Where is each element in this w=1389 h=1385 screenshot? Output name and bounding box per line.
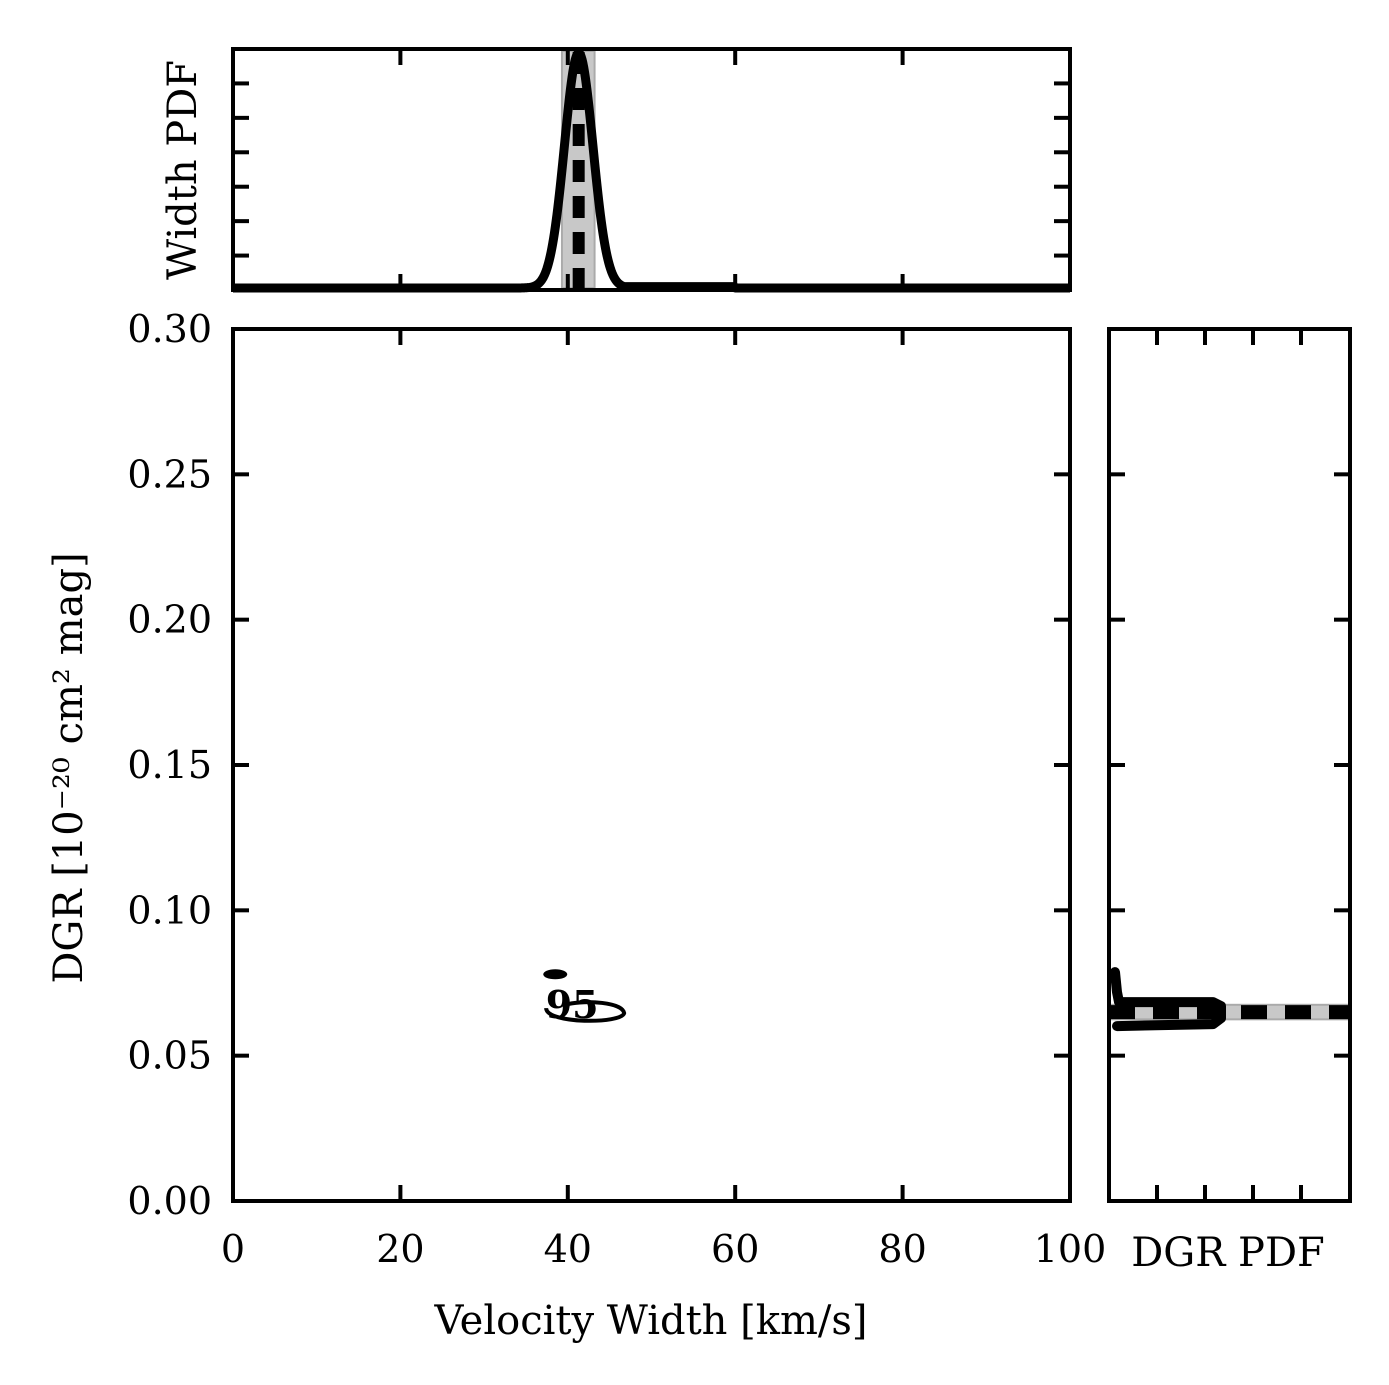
main-ylabel: DGR [10⁻²⁰ cm² mag] xyxy=(46,552,92,983)
main-ytick-label: 0.10 xyxy=(127,888,212,932)
main-xtick-label: 60 xyxy=(711,1227,759,1271)
contour-layer: 95 xyxy=(543,969,627,1027)
contour-blob xyxy=(543,969,568,980)
dgr-pdf-frame xyxy=(1107,327,1352,1203)
contour-label: 95 xyxy=(546,982,599,1027)
dgr-pdf-ticks xyxy=(1109,329,1350,1201)
main-ticks: 0 20 40 60 80 100 0.00 0.05 0.10 0.15 0.20 0.25 0.30 xyxy=(127,307,1106,1271)
main-ytick-label: 0.00 xyxy=(127,1179,212,1223)
main-xtick-label: 0 xyxy=(221,1227,245,1271)
main-ytick-label: 0.20 xyxy=(127,598,212,642)
dgr-pdf-panel: DGR PDF xyxy=(1107,327,1352,1276)
dgr-pdf-curve xyxy=(1110,967,1226,1032)
main-xlabel: Velocity Width [km/s] xyxy=(433,1298,867,1344)
main-ytick-label: 0.30 xyxy=(127,307,212,351)
main-ytick-label: 0.05 xyxy=(127,1034,212,1078)
main-ytick-label: 0.15 xyxy=(127,743,212,787)
main-ytick-label: 0.25 xyxy=(127,452,212,496)
main-xtick-label: 20 xyxy=(376,1227,424,1271)
width-pdf-ylabel: Width PDF xyxy=(160,60,206,280)
main-frame xyxy=(231,327,1072,1203)
width-pdf-ticks xyxy=(233,49,1070,290)
main-xtick-label: 100 xyxy=(1034,1227,1107,1271)
main-xtick-label: 40 xyxy=(544,1227,592,1271)
contour-95 xyxy=(544,1000,627,1023)
dgr-pdf-xlabel: DGR PDF xyxy=(1131,1230,1325,1276)
width-pdf-panel: Width PDF xyxy=(160,47,1074,293)
main-contour-panel: 95 0 20 40 60 80 1000.000.050.100.150.200.250… xyxy=(46,307,1106,1344)
main-xtick-label: 80 xyxy=(878,1227,926,1271)
width-pdf-frame xyxy=(231,47,1072,292)
width-pdf-curve xyxy=(229,48,1074,293)
